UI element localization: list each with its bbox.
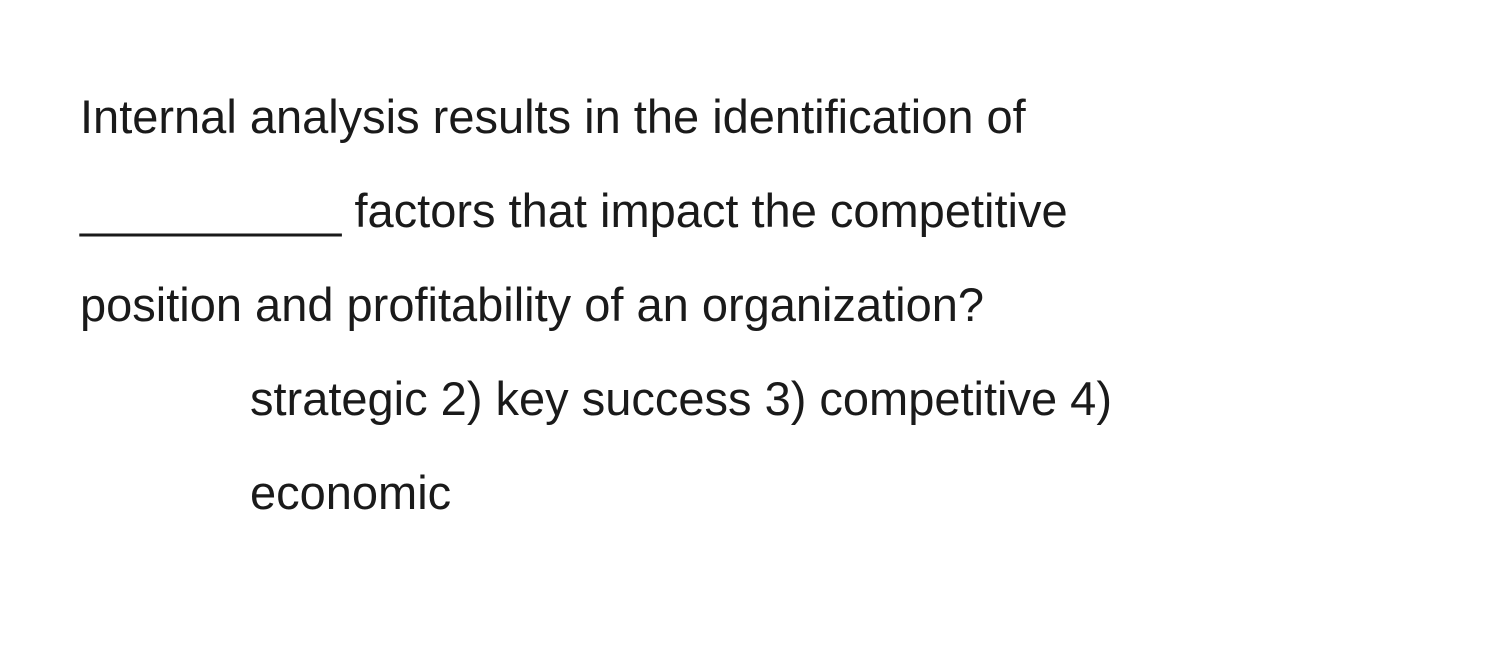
question-line-1: Internal analysis results in the identif… bbox=[80, 70, 1420, 164]
question-line-3: position and profitability of an organiz… bbox=[80, 258, 1420, 352]
options-line-2: economic bbox=[80, 446, 1420, 540]
question-line-2: __________ factors that impact the compe… bbox=[80, 164, 1420, 258]
options-line-1: strategic 2) key success 3) competitive … bbox=[80, 352, 1420, 446]
question-container: Internal analysis results in the identif… bbox=[80, 70, 1420, 540]
